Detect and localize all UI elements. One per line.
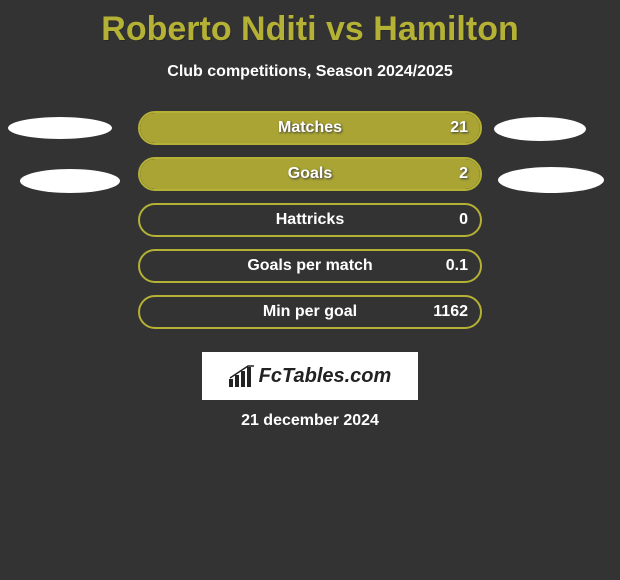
- stat-bar: [138, 203, 482, 237]
- subtitle: Club competitions, Season 2024/2025: [0, 63, 620, 81]
- stat-bar: [138, 249, 482, 283]
- stat-bar: [138, 111, 482, 145]
- stat-bar: [138, 295, 482, 329]
- brand-box: FcTables.com: [202, 352, 418, 400]
- stat-bar-fill: [140, 113, 480, 143]
- stat-row: Min per goal1162: [0, 295, 620, 329]
- stat-row: Hattricks0: [0, 203, 620, 237]
- stat-bar: [138, 157, 482, 191]
- stat-bar-fill: [140, 159, 480, 189]
- stat-row: Matches21: [0, 111, 620, 145]
- stat-row: Goals per match0.1: [0, 249, 620, 283]
- bar-chart-icon: [229, 365, 255, 387]
- page-title: Roberto Nditi vs Hamilton: [0, 0, 620, 49]
- stat-row: Goals2: [0, 157, 620, 191]
- brand-text: FcTables.com: [259, 365, 392, 388]
- footer-date: 21 december 2024: [0, 412, 620, 430]
- stats-area: Matches21 Goals2 Hattricks0 Goals per match…: [0, 111, 620, 371]
